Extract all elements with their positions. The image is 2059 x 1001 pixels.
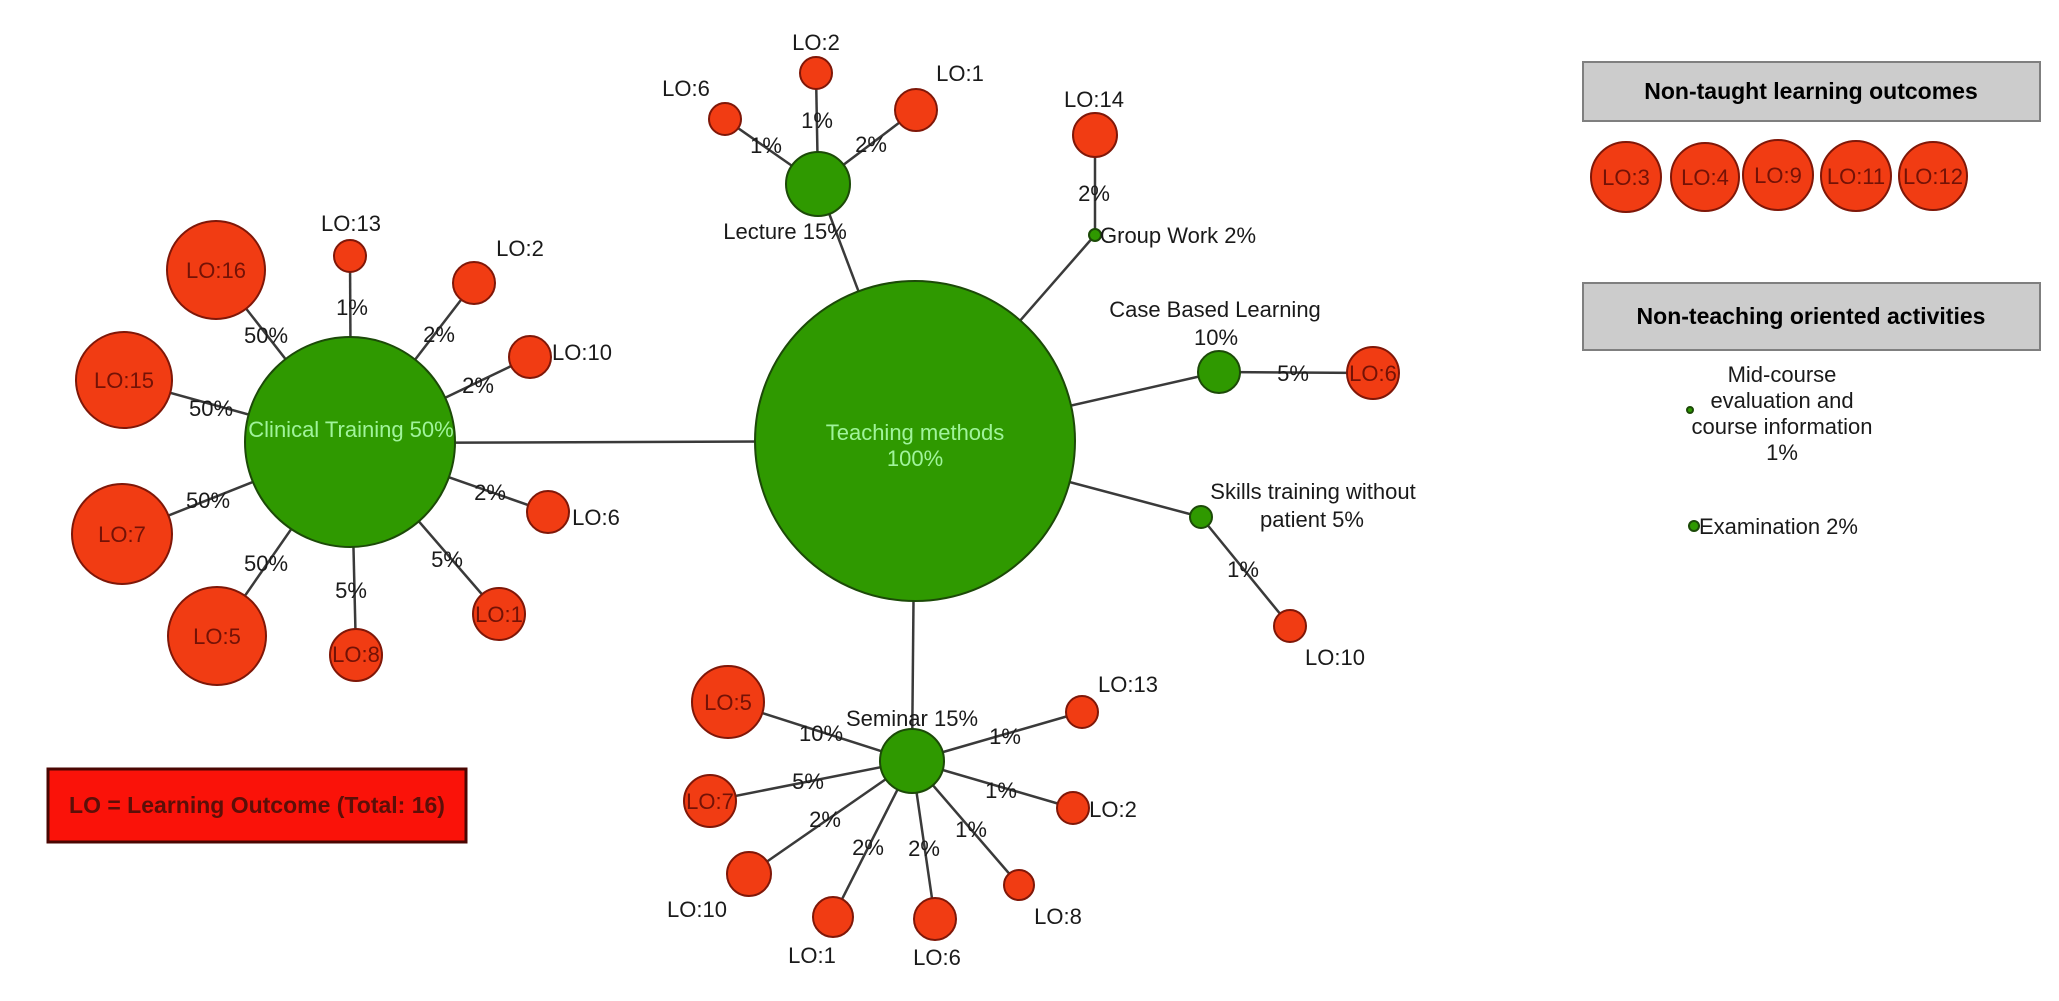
svg-text:LO:2: LO:2 <box>1089 797 1137 822</box>
svg-text:LO:1: LO:1 <box>936 61 984 86</box>
svg-text:LO:6: LO:6 <box>572 505 620 530</box>
svg-text:2%: 2% <box>855 132 887 157</box>
svg-text:LO:13: LO:13 <box>1098 672 1158 697</box>
svg-text:LO:11: LO:11 <box>1827 164 1885 189</box>
svg-text:10%: 10% <box>1194 325 1238 350</box>
svg-text:1%: 1% <box>989 724 1021 749</box>
svg-text:LO:3: LO:3 <box>1602 165 1650 190</box>
svg-text:LO:8: LO:8 <box>332 642 380 667</box>
svg-text:5%: 5% <box>792 769 824 794</box>
svg-text:5%: 5% <box>335 578 367 603</box>
svg-text:LO:7: LO:7 <box>98 522 146 547</box>
svg-text:Seminar 15%: Seminar 15% <box>846 706 978 731</box>
svg-text:1%: 1% <box>750 133 782 158</box>
svg-text:LO:9: LO:9 <box>1754 163 1802 188</box>
svg-text:50%: 50% <box>186 488 230 513</box>
svg-text:Case Based Learning: Case Based Learning <box>1109 297 1321 322</box>
svg-text:1%: 1% <box>955 817 987 842</box>
svg-text:50%: 50% <box>189 396 233 421</box>
svg-text:LO:8: LO:8 <box>1034 904 1082 929</box>
svg-text:1%: 1% <box>336 295 368 320</box>
svg-text:course information: course information <box>1692 414 1873 439</box>
svg-text:LO:13: LO:13 <box>321 211 381 236</box>
svg-text:2%: 2% <box>474 480 506 505</box>
svg-text:LO:1: LO:1 <box>475 602 523 627</box>
svg-text:2%: 2% <box>1078 181 1110 206</box>
svg-text:10%: 10% <box>799 721 843 746</box>
svg-text:LO:10: LO:10 <box>552 340 612 365</box>
svg-text:LO:4: LO:4 <box>1681 165 1729 190</box>
svg-text:50%: 50% <box>244 323 288 348</box>
svg-text:1%: 1% <box>801 108 833 133</box>
svg-text:LO:5: LO:5 <box>193 624 241 649</box>
svg-text:LO:7: LO:7 <box>686 789 734 814</box>
svg-text:2%: 2% <box>852 835 884 860</box>
svg-text:LO:15: LO:15 <box>94 368 154 393</box>
svg-text:2%: 2% <box>809 807 841 832</box>
svg-text:1%: 1% <box>1766 440 1798 465</box>
svg-text:LO:2: LO:2 <box>496 236 544 261</box>
svg-text:LO:1: LO:1 <box>788 943 836 968</box>
svg-text:5%: 5% <box>1277 361 1309 386</box>
svg-text:patient 5%: patient 5% <box>1260 507 1364 532</box>
svg-text:Non-teaching oriented activiti: Non-teaching oriented activities <box>1637 303 1986 329</box>
svg-text:Non-taught learning outcomes: Non-taught learning outcomes <box>1644 78 1978 104</box>
svg-text:1%: 1% <box>985 778 1017 803</box>
svg-text:LO:14: LO:14 <box>1064 87 1124 112</box>
svg-text:50%: 50% <box>244 551 288 576</box>
svg-text:LO:10: LO:10 <box>1305 645 1365 670</box>
svg-text:LO:6: LO:6 <box>662 76 710 101</box>
svg-text:2%: 2% <box>462 373 494 398</box>
svg-text:LO:6: LO:6 <box>1349 361 1397 386</box>
svg-text:1%: 1% <box>1227 557 1259 582</box>
svg-text:Skills training without: Skills training without <box>1210 479 1415 504</box>
svg-text:Mid-course: Mid-course <box>1728 362 1837 387</box>
svg-text:5%: 5% <box>431 547 463 572</box>
svg-text:LO:16: LO:16 <box>186 258 246 283</box>
svg-text:LO:2: LO:2 <box>792 30 840 55</box>
svg-text:LO = Learning Outcome (Total:: LO = Learning Outcome (Total: 16) <box>69 792 445 818</box>
svg-text:LO:6: LO:6 <box>913 945 961 970</box>
svg-text:Teaching methods: Teaching methods <box>826 420 1005 445</box>
svg-text:LO:10: LO:10 <box>667 897 727 922</box>
svg-text:LO:12: LO:12 <box>1903 164 1963 189</box>
svg-text:evaluation and: evaluation and <box>1710 388 1853 413</box>
svg-text:2%: 2% <box>423 322 455 347</box>
svg-text:Group Work 2%: Group Work 2% <box>1100 223 1256 248</box>
svg-text:100%: 100% <box>887 446 943 471</box>
svg-text:2%: 2% <box>908 836 940 861</box>
svg-text:LO:5: LO:5 <box>704 690 752 715</box>
svg-text:Examination 2%: Examination 2% <box>1699 514 1858 539</box>
svg-text:Lecture 15%: Lecture 15% <box>723 219 847 244</box>
svg-text:Clinical Training 50%: Clinical Training 50% <box>248 417 453 442</box>
